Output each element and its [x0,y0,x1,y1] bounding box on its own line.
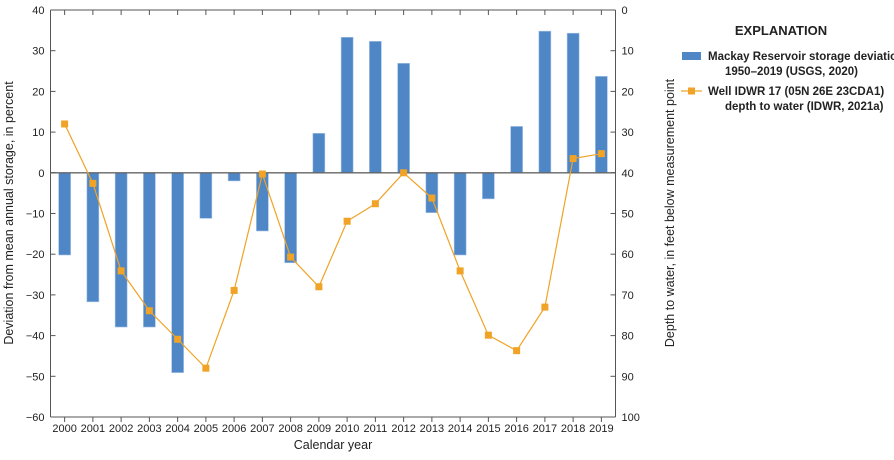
right-tick-label: 40 [622,168,634,180]
well-line-group [61,120,605,372]
right-tick-label: 50 [622,209,634,221]
x-tick-label: 2005 [194,423,218,435]
left-tick-label: 30 [32,46,44,58]
left-tick-label: 40 [32,5,44,17]
left-axis-label: Deviation from mean annual storage, in p… [2,81,16,345]
bars-group [58,30,608,373]
well-marker-2014 [456,267,464,275]
x-tick-label: 2009 [307,423,331,435]
bar-2014 [453,172,467,256]
right-tick-label: 10 [622,46,634,58]
well-marker-2003 [145,307,153,315]
left-tick-label: −40 [26,331,45,343]
x-tick-label: 2007 [250,423,274,435]
well-marker-2010 [343,217,351,225]
legend-line-label-1: Well IDWR 17 (05N 26E 23CDA1) [708,86,884,98]
left-tick-label: −50 [26,371,45,383]
well-marker-2001 [89,179,97,187]
x-tick-label: 2014 [448,423,472,435]
bar-2013 [425,172,439,213]
x-tick-label: 2006 [222,423,246,435]
well-marker-2002 [117,267,125,275]
left-tick-label: 0 [38,168,44,180]
bar-2016 [510,126,523,174]
bar-2019 [595,76,608,174]
x-tick-label: 2017 [533,423,557,435]
legend-bar-label-1: Mackay Reservoir storage deviation, [708,51,894,63]
bar-2009 [312,133,326,174]
x-tick-label: 2002 [109,423,133,435]
right-tick-label: 90 [622,371,634,383]
well-marker-2017 [541,303,549,311]
well-marker-2004 [174,335,182,343]
well-marker-2000 [61,120,69,128]
right-tick-label: 80 [622,331,634,343]
legend-line-label-2: depth to water (IDWR, 2021a) [725,101,884,113]
x-tick-label: 2015 [476,423,500,435]
x-tick-label: 2012 [391,423,415,435]
bar-2001 [86,172,100,303]
bar-2011 [369,41,382,174]
well-marker-2011 [371,200,379,208]
well-marker-2013 [428,194,436,202]
bar-2005 [199,172,213,219]
right-tick-label: 30 [622,127,634,139]
well-marker-2005 [202,364,210,372]
left-tick-label: 20 [32,86,44,98]
axes-group: 403020100−10−20−30−40−50−600102030405060… [26,5,640,435]
bar-2006 [227,172,241,182]
well-depth-line [64,123,602,370]
right-tick-label: 0 [622,5,628,17]
right-tick-label: 100 [622,412,640,424]
legend-marker-swatch [688,87,695,95]
bar-2008 [284,172,297,264]
x-tick-label: 2001 [81,423,105,435]
bar-2007 [256,172,269,232]
bar-2018 [566,32,580,174]
x-axis-label: Calendar year [294,438,373,452]
bar-2000 [58,172,71,256]
x-tick-label: 2000 [52,423,76,435]
bar-2002 [114,172,128,328]
x-tick-label: 2011 [364,423,388,435]
well-marker-2018 [569,155,577,163]
bar-2012 [397,63,410,174]
legend: EXPLANATION Mackay Reservoir storage dev… [681,23,894,113]
legend-bar-swatch [682,52,701,60]
x-tick-label: 2018 [561,423,585,435]
x-tick-label: 2019 [589,423,613,435]
x-tick-label: 2003 [137,423,161,435]
right-tick-label: 60 [622,249,634,261]
left-tick-label: −30 [26,290,45,302]
well-marker-2008 [287,253,295,261]
well-marker-2007 [258,170,266,178]
right-tick-label: 20 [622,86,634,98]
x-tick-label: 2016 [504,423,528,435]
x-tick-label: 2013 [420,423,444,435]
right-axis-label: Depth to water, in feet below measuremen… [663,78,677,347]
well-marker-2012 [400,169,408,177]
left-tick-label: −10 [26,209,45,221]
x-tick-label: 2004 [165,423,189,435]
x-tick-label: 2010 [335,423,359,435]
well-marker-2009 [315,283,323,291]
bar-2017 [538,30,552,174]
left-tick-label: 10 [32,127,44,139]
well-marker-2006 [230,286,238,294]
well-marker-2019 [597,150,605,158]
left-tick-label: −60 [26,412,45,424]
well-marker-2016 [513,347,521,355]
bar-2010 [340,36,354,174]
well-marker-2015 [484,331,492,339]
legend-bar-label-2: 1950–2019 (USGS, 2020) [725,66,858,78]
bar-2015 [482,172,495,200]
x-tick-label: 2008 [278,423,302,435]
legend-title: EXPLANATION [735,23,827,38]
right-tick-label: 70 [622,290,634,302]
left-tick-label: −20 [26,249,45,261]
